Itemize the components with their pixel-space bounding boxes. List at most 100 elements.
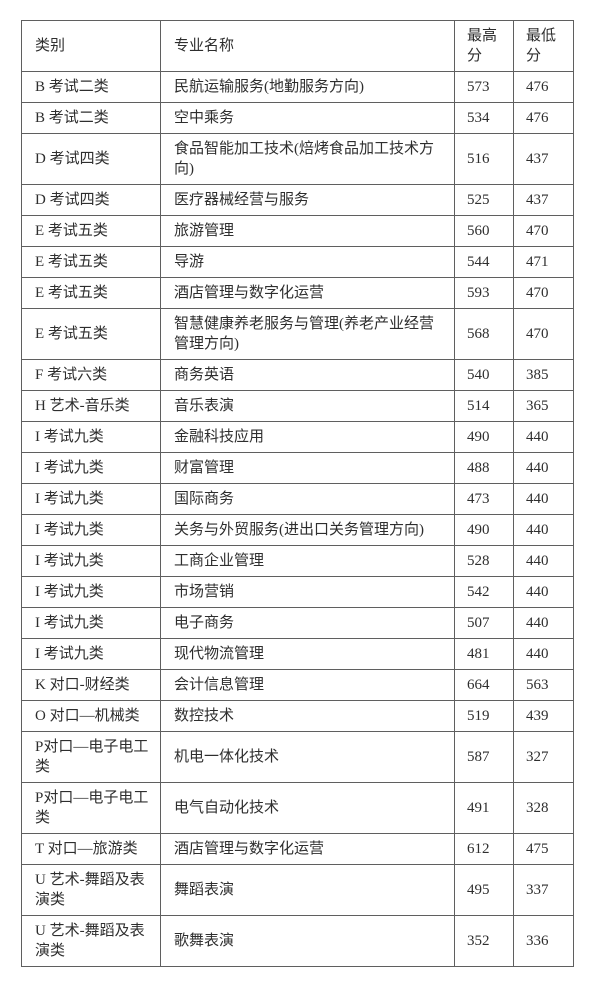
cell-category: I 考试九类 bbox=[21, 452, 161, 484]
table-row: E 考试五类 导游 544 471 bbox=[21, 246, 574, 278]
cell-min-score: 440 bbox=[513, 638, 574, 670]
cell-category: E 考试五类 bbox=[21, 246, 161, 278]
table-row: I 考试九类 关务与外贸服务(进出口关务管理方向) 490 440 bbox=[21, 514, 574, 546]
cell-category: E 考试五类 bbox=[21, 277, 161, 309]
cell-max-score: 573 bbox=[454, 71, 514, 103]
cell-min-score: 476 bbox=[513, 102, 574, 134]
cell-category: U 艺术-舞蹈及表演类 bbox=[21, 915, 161, 967]
table-row: T 对口—旅游类 酒店管理与数字化运营 612 475 bbox=[21, 833, 574, 865]
cell-category: U 艺术-舞蹈及表演类 bbox=[21, 864, 161, 916]
table-row: I 考试九类 国际商务 473 440 bbox=[21, 483, 574, 515]
cell-max-score: 612 bbox=[454, 833, 514, 865]
cell-max-score: 490 bbox=[454, 514, 514, 546]
admission-score-table: 类别 专业名称 最高分 最低分 B 考试二类 民航运输服务(地勤服务方向) 573 4… bbox=[21, 20, 574, 967]
cell-major-name: 酒店管理与数字化运营 bbox=[160, 833, 455, 865]
cell-min-score: 440 bbox=[513, 452, 574, 484]
cell-major-name: 关务与外贸服务(进出口关务管理方向) bbox=[160, 514, 455, 546]
cell-min-score: 365 bbox=[513, 390, 574, 422]
table-row: B 考试二类 民航运输服务(地勤服务方向) 573 476 bbox=[21, 71, 574, 103]
cell-major-name: 酒店管理与数字化运营 bbox=[160, 277, 455, 309]
cell-min-score: 440 bbox=[513, 576, 574, 608]
cell-category: I 考试九类 bbox=[21, 421, 161, 453]
cell-category: P对口—电子电工类 bbox=[21, 782, 161, 834]
cell-min-score: 440 bbox=[513, 607, 574, 639]
cell-min-score: 327 bbox=[513, 731, 574, 783]
cell-major-name: 医疗器械经营与服务 bbox=[160, 184, 455, 216]
cell-min-score: 470 bbox=[513, 277, 574, 309]
table-header-row: 类别 专业名称 最高分 最低分 bbox=[21, 20, 574, 72]
cell-max-score: 525 bbox=[454, 184, 514, 216]
cell-major-name: 空中乘务 bbox=[160, 102, 455, 134]
cell-max-score: 587 bbox=[454, 731, 514, 783]
cell-min-score: 475 bbox=[513, 833, 574, 865]
cell-max-score: 495 bbox=[454, 864, 514, 916]
cell-min-score: 563 bbox=[513, 669, 574, 701]
cell-max-score: 544 bbox=[454, 246, 514, 278]
cell-min-score: 440 bbox=[513, 545, 574, 577]
table-row: E 考试五类 酒店管理与数字化运营 593 470 bbox=[21, 277, 574, 309]
cell-major-name: 会计信息管理 bbox=[160, 669, 455, 701]
cell-max-score: 528 bbox=[454, 545, 514, 577]
cell-max-score: 519 bbox=[454, 700, 514, 732]
cell-min-score: 336 bbox=[513, 915, 574, 967]
cell-major-name: 导游 bbox=[160, 246, 455, 278]
column-header-min-score: 最低分 bbox=[513, 20, 574, 72]
cell-category: K 对口-财经类 bbox=[21, 669, 161, 701]
table-row: D 考试四类 医疗器械经营与服务 525 437 bbox=[21, 184, 574, 216]
cell-max-score: 473 bbox=[454, 483, 514, 515]
cell-major-name: 财富管理 bbox=[160, 452, 455, 484]
cell-category: O 对口—机械类 bbox=[21, 700, 161, 732]
cell-max-score: 352 bbox=[454, 915, 514, 967]
cell-major-name: 工商企业管理 bbox=[160, 545, 455, 577]
cell-min-score: 440 bbox=[513, 514, 574, 546]
cell-min-score: 470 bbox=[513, 215, 574, 247]
table-row: K 对口-财经类 会计信息管理 664 563 bbox=[21, 669, 574, 701]
table-row: I 考试九类 工商企业管理 528 440 bbox=[21, 545, 574, 577]
column-header-max-score: 最高分 bbox=[454, 20, 514, 72]
cell-max-score: 481 bbox=[454, 638, 514, 670]
cell-major-name: 数控技术 bbox=[160, 700, 455, 732]
cell-min-score: 470 bbox=[513, 308, 574, 360]
cell-max-score: 542 bbox=[454, 576, 514, 608]
cell-category: I 考试九类 bbox=[21, 576, 161, 608]
cell-max-score: 540 bbox=[454, 359, 514, 391]
cell-category: F 考试六类 bbox=[21, 359, 161, 391]
cell-category: B 考试二类 bbox=[21, 71, 161, 103]
cell-min-score: 437 bbox=[513, 133, 574, 185]
cell-major-name: 民航运输服务(地勤服务方向) bbox=[160, 71, 455, 103]
cell-min-score: 437 bbox=[513, 184, 574, 216]
cell-min-score: 385 bbox=[513, 359, 574, 391]
table-row: U 艺术-舞蹈及表演类 歌舞表演 352 336 bbox=[21, 915, 574, 967]
cell-category: H 艺术-音乐类 bbox=[21, 390, 161, 422]
column-header-category: 类别 bbox=[21, 20, 161, 72]
cell-major-name: 商务英语 bbox=[160, 359, 455, 391]
cell-category: B 考试二类 bbox=[21, 102, 161, 134]
column-header-major: 专业名称 bbox=[160, 20, 455, 72]
table-row: E 考试五类 旅游管理 560 470 bbox=[21, 215, 574, 247]
cell-max-score: 664 bbox=[454, 669, 514, 701]
cell-category: E 考试五类 bbox=[21, 308, 161, 360]
table-row: D 考试四类 食品智能加工技术(焙烤食品加工技术方向) 516 437 bbox=[21, 133, 574, 185]
table-row: I 考试九类 市场营销 542 440 bbox=[21, 576, 574, 608]
cell-major-name: 国际商务 bbox=[160, 483, 455, 515]
cell-category: D 考试四类 bbox=[21, 184, 161, 216]
cell-major-name: 电气自动化技术 bbox=[160, 782, 455, 834]
table-row: P对口—电子电工类 机电一体化技术 587 327 bbox=[21, 731, 574, 783]
cell-category: D 考试四类 bbox=[21, 133, 161, 185]
cell-category: E 考试五类 bbox=[21, 215, 161, 247]
cell-major-name: 舞蹈表演 bbox=[160, 864, 455, 916]
cell-max-score: 514 bbox=[454, 390, 514, 422]
cell-major-name: 旅游管理 bbox=[160, 215, 455, 247]
cell-category: I 考试九类 bbox=[21, 514, 161, 546]
table-body: B 考试二类 民航运输服务(地勤服务方向) 573 476 B 考试二类 空中乘务 534 4… bbox=[21, 71, 574, 967]
table-row: U 艺术-舞蹈及表演类 舞蹈表演 495 337 bbox=[21, 864, 574, 916]
cell-min-score: 440 bbox=[513, 483, 574, 515]
table-row: O 对口—机械类 数控技术 519 439 bbox=[21, 700, 574, 732]
cell-max-score: 560 bbox=[454, 215, 514, 247]
table-row: F 考试六类 商务英语 540 385 bbox=[21, 359, 574, 391]
table-row: H 艺术-音乐类 音乐表演 514 365 bbox=[21, 390, 574, 422]
cell-min-score: 328 bbox=[513, 782, 574, 834]
cell-category: I 考试九类 bbox=[21, 483, 161, 515]
cell-major-name: 机电一体化技术 bbox=[160, 731, 455, 783]
table-row: E 考试五类 智慧健康养老服务与管理(养老产业经营管理方向) 568 470 bbox=[21, 308, 574, 360]
